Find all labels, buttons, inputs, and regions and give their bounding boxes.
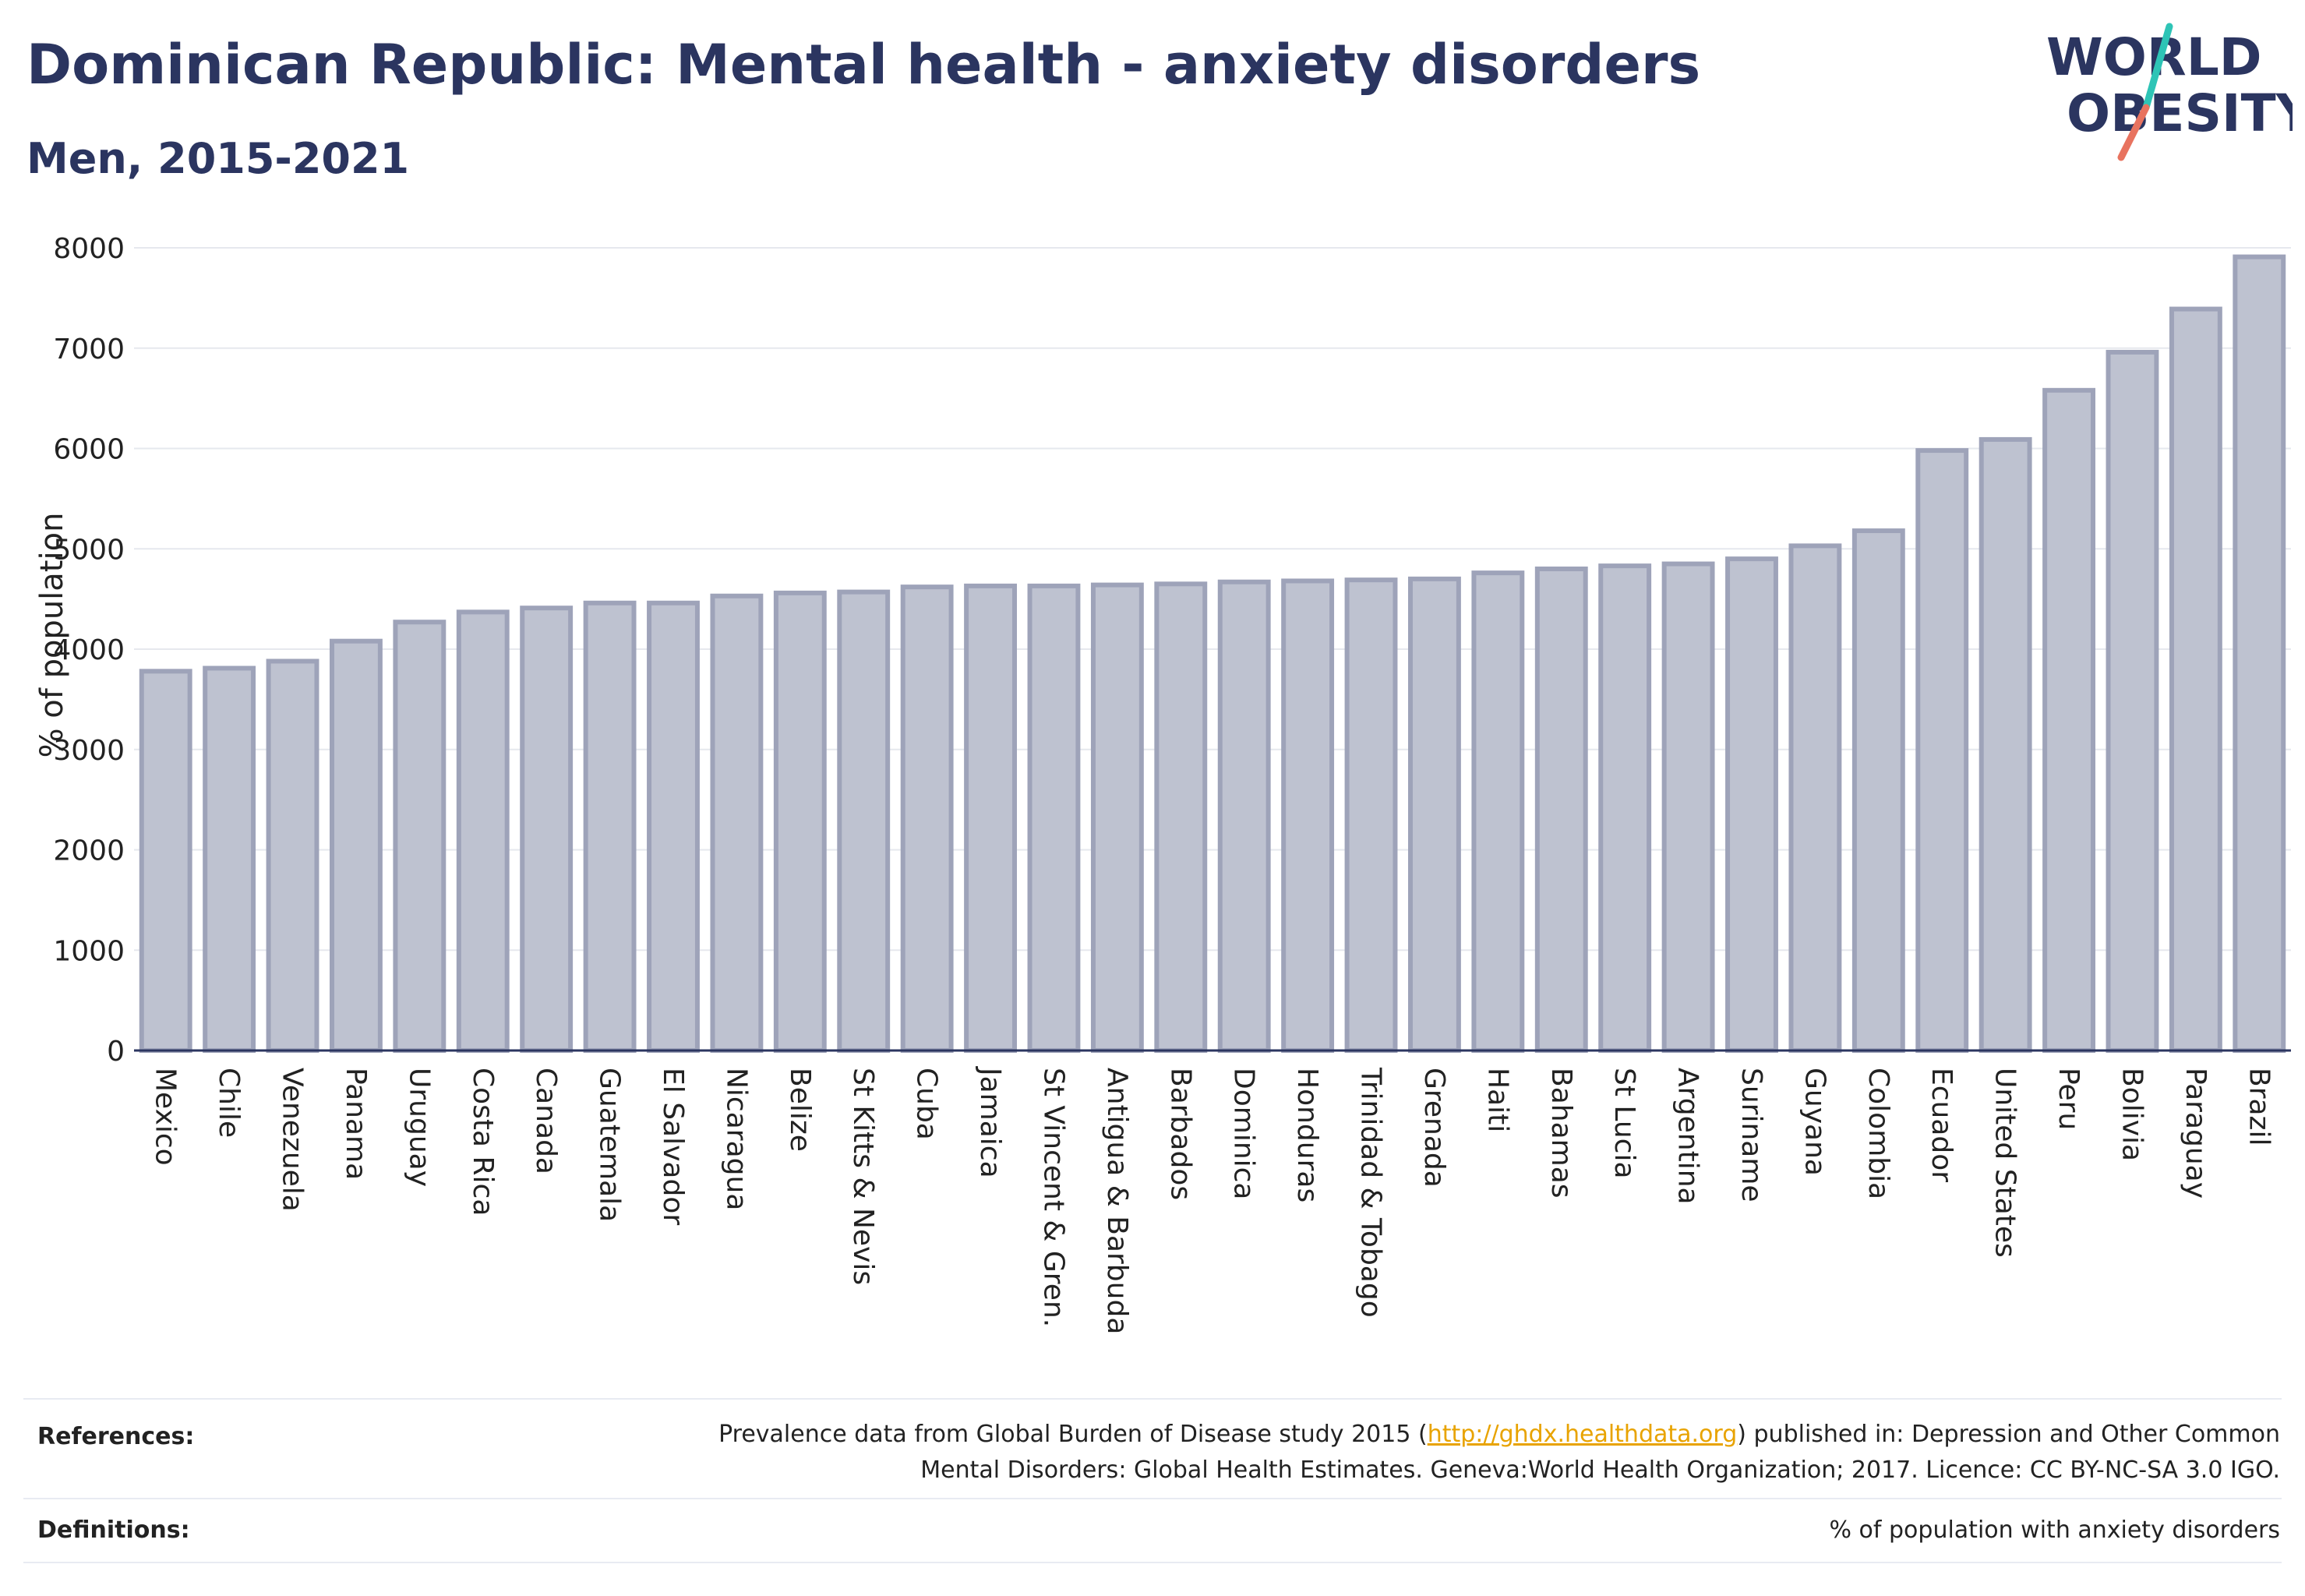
x-tick-labels: Mexico Chile Venezuela Panama Uruguay Costa R… [150, 1066, 2275, 1334]
x-tick-label: Antigua & Barbuda [1101, 1068, 1133, 1334]
y-tick-label: 8000 [53, 233, 125, 265]
bar-peru [2042, 387, 2095, 1053]
x-tick-label: Colombia [1862, 1068, 1894, 1199]
bar-jamaica [964, 583, 1017, 1053]
x-tick-label: Grenada [1418, 1068, 1450, 1188]
x-tick-label: Honduras [1291, 1068, 1323, 1202]
bar-guatemala [583, 600, 637, 1053]
bar-dominica [1217, 579, 1271, 1053]
bar-st-vincent-gren- [1027, 583, 1081, 1053]
references-line2: Mental Disorders: Global Health Estimate… [920, 1457, 2280, 1484]
x-tick-label: Trinidad & Tobago [1355, 1067, 1387, 1318]
y-tick-label: 5000 [53, 534, 125, 566]
bar-ecuador [1915, 448, 1969, 1053]
bar-venezuela [266, 659, 319, 1053]
x-tick-label: Dominica [1228, 1068, 1260, 1200]
bar-barbados [1154, 581, 1208, 1053]
bar-grenada [1408, 576, 1461, 1053]
bar-guyana [1788, 543, 1842, 1053]
x-tick-label: Peru [2053, 1068, 2084, 1130]
bar-st-kitts-nevis [837, 589, 891, 1053]
bar-suriname [1725, 556, 1778, 1053]
logo-slash-teal [2142, 23, 2173, 111]
footer-divider-bottom [23, 1562, 2282, 1563]
y-tick-label: 3000 [53, 735, 125, 767]
x-tick-label: Haiti [1481, 1068, 1513, 1132]
x-tick-label: Nicaragua [720, 1068, 752, 1210]
x-tick-label: Belize [784, 1068, 816, 1152]
logo-line-obesity: OBESITY [2067, 83, 2293, 143]
y-tick-label: 7000 [53, 334, 125, 365]
bar-argentina [1661, 561, 1715, 1053]
references-line1-pre: Prevalence data from Global Burden of Di… [718, 1421, 1428, 1448]
references-label: References: [37, 1423, 195, 1450]
x-tick-label: Panama [340, 1068, 372, 1180]
x-tick-label: Ecuador [1926, 1068, 1957, 1182]
bar-nicaragua [710, 593, 764, 1053]
bar-haiti [1471, 570, 1525, 1053]
bar-bahamas [1534, 567, 1588, 1053]
x-tick-label: Bolivia [2116, 1068, 2148, 1161]
x-tick-label: Barbados [1164, 1068, 1196, 1200]
x-tick-label: St Kitts & Nevis [847, 1068, 879, 1285]
x-tick-label: Argentina [1672, 1068, 1704, 1205]
bar-uruguay [393, 620, 447, 1053]
x-tick-label: Uruguay [403, 1068, 435, 1187]
x-tick-label: Venezuela [277, 1068, 309, 1212]
logo-slash-coral [2117, 104, 2150, 161]
y-axis-label: % of population [34, 513, 70, 758]
bars [139, 254, 2286, 1054]
bar-bolivia [2106, 349, 2159, 1053]
x-tick-label: United States [1989, 1068, 2021, 1258]
chart-subtitle: Men, 2015-2021 [26, 134, 410, 183]
x-tick-label: Brazil [2243, 1068, 2275, 1146]
y-tick-label: 4000 [53, 634, 125, 666]
bar-brazil [2233, 254, 2286, 1053]
chart-title: Dominican Republic: Mental health - anxi… [26, 33, 1701, 97]
bar-belize [773, 590, 827, 1053]
x-tick-label: Cuba [911, 1068, 943, 1140]
x-tick-label: Paraguay [2180, 1068, 2211, 1199]
bar-honduras [1281, 578, 1335, 1053]
x-tick-label: Suriname [1735, 1068, 1767, 1202]
x-tick-label: El Salvador [657, 1068, 689, 1225]
bar-mexico [139, 669, 192, 1053]
bar-panama [330, 638, 383, 1053]
bar-trinidad-tobago [1344, 577, 1398, 1053]
y-tick-label: 1000 [53, 935, 125, 967]
y-tick-label: 0 [107, 1036, 125, 1068]
bar-cuba [900, 584, 954, 1053]
bar-paraguay [2169, 306, 2222, 1054]
world-obesity-logo: WORLD OBESITY [2046, 23, 2293, 161]
x-tick-label: Mexico [150, 1068, 182, 1166]
footer-divider-mid [23, 1498, 2282, 1499]
bar-chart: 0 1000 2000 3000 4000 5000 6000 7000 8000 Mexico… [34, 233, 2291, 1334]
footer-divider-top [23, 1398, 2282, 1400]
x-tick-label: Bahamas [1545, 1068, 1577, 1199]
bar-chile [203, 666, 256, 1054]
definitions-label: Definitions: [37, 1517, 190, 1544]
y-tick-label: 6000 [53, 434, 125, 466]
references-text: Prevalence data from Global Burden of Di… [566, 1417, 2280, 1488]
x-tick-label: Jamaica [974, 1066, 1006, 1178]
x-tick-label: St Vincent & Gren. [1037, 1068, 1069, 1327]
references-link[interactable]: http://ghdx.healthdata.org [1427, 1421, 1738, 1448]
bar-canada [520, 606, 574, 1053]
x-tick-label: Canada [530, 1068, 562, 1174]
x-tick-label: Costa Rica [467, 1068, 499, 1216]
x-tick-label: Chile [213, 1068, 245, 1138]
x-tick-label: Guyana [1798, 1068, 1830, 1176]
bar-colombia [1851, 528, 1905, 1053]
references-line1-post: ) published in: Depression and Other Com… [1737, 1421, 2280, 1448]
y-tick-labels: 0 1000 2000 3000 4000 5000 6000 7000 8000 [53, 233, 125, 1068]
x-tick-label: St Lucia [1608, 1068, 1640, 1179]
bar-st-lucia [1598, 563, 1652, 1053]
y-tick-label: 2000 [53, 835, 125, 867]
definitions-text: % of population with anxiety disorders [1829, 1517, 2280, 1544]
bar-el-salvador [647, 600, 700, 1053]
bar-united-states [1978, 436, 2032, 1053]
bar-costa-rica [456, 609, 510, 1053]
bar-antigua-barbuda [1090, 582, 1144, 1053]
x-tick-label: Guatemala [594, 1068, 626, 1222]
